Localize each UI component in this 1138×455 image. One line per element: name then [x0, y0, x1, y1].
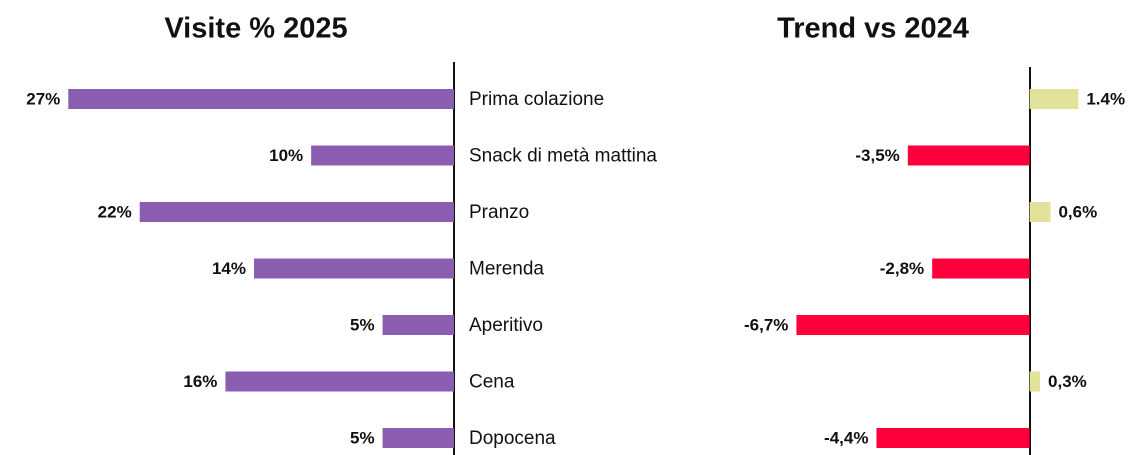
value-label: 0,3% — [1048, 372, 1087, 391]
category-label: Snack di metà mattina — [469, 146, 657, 167]
bar — [139, 202, 454, 222]
bar — [1029, 89, 1079, 109]
value-label: 27% — [26, 89, 60, 108]
category-label: Aperitivo — [469, 315, 543, 336]
chart-title: Trend vs 2024 — [777, 13, 969, 45]
category-label: Dopocena — [469, 428, 556, 449]
chart-title: Visite % 2025 — [164, 13, 347, 45]
bar — [382, 428, 454, 448]
bar — [254, 258, 454, 279]
category-label: Pranzo — [469, 202, 529, 223]
value-label: 10% — [269, 146, 303, 165]
bar — [311, 145, 454, 166]
value-label: 0,6% — [1058, 202, 1097, 221]
bar — [225, 371, 454, 392]
category-label: Merenda — [469, 259, 544, 280]
value-label: -3,5% — [855, 146, 899, 165]
category-label: Cena — [469, 372, 515, 393]
bar — [876, 428, 1030, 448]
value-label: -2,8% — [880, 259, 924, 278]
value-label: 22% — [98, 202, 132, 221]
value-label: -4,4% — [824, 428, 868, 447]
bar — [907, 145, 1030, 166]
category-label: Prima colazione — [469, 89, 604, 110]
bar — [1029, 371, 1041, 392]
bar — [1029, 202, 1051, 222]
value-label: 16% — [183, 372, 217, 391]
value-label: 5% — [350, 315, 375, 334]
bar — [68, 89, 455, 109]
value-label: 1.4% — [1086, 89, 1125, 108]
value-label: 5% — [350, 428, 375, 447]
value-label: -6,7% — [744, 315, 788, 334]
bar — [796, 315, 1030, 335]
bar — [932, 258, 1030, 279]
bar — [382, 315, 454, 335]
value-label: 14% — [212, 259, 246, 278]
